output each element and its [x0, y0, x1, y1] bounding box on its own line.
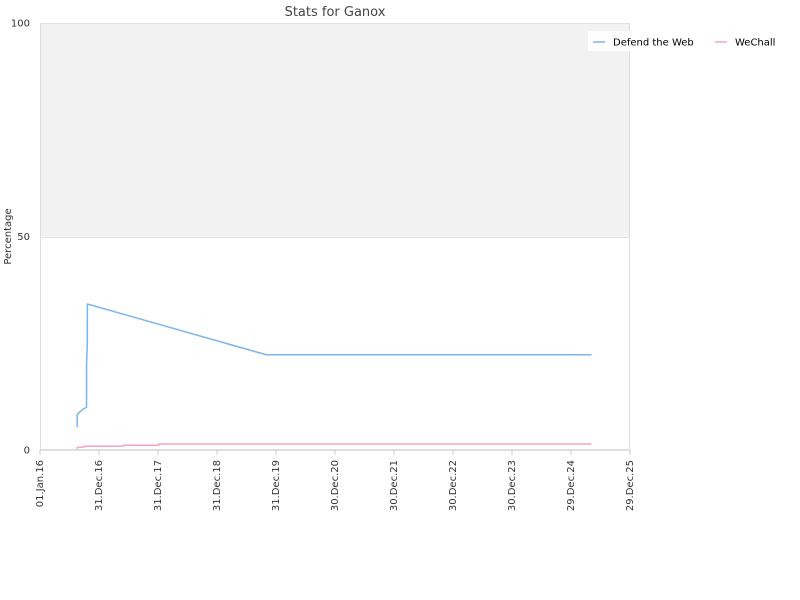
legend-item[interactable]: WeChall [715, 38, 775, 49]
x-tick-label: 31.Dec.17 [153, 460, 164, 511]
y-tick-label: 100 [11, 19, 30, 30]
x-tick-label: 29.Dec.25 [625, 460, 636, 511]
legend-label: Defend the Web [613, 38, 694, 49]
x-tick-label: 30.Dec.21 [389, 460, 400, 511]
legend-item[interactable]: Defend the Web [593, 38, 694, 49]
y-tick-label: 50 [17, 232, 30, 243]
series-layer [76, 303, 592, 450]
plot-band [40, 23, 630, 237]
x-tick-label: 30.Dec.20 [330, 460, 341, 511]
plot-background [40, 23, 630, 450]
series-line-2 [76, 443, 592, 450]
x-tick-label: 31.Dec.16 [94, 460, 105, 511]
legend[interactable]: Defend the Web WeChall [588, 31, 788, 51]
x-axis-ticks: 01.Jan.16 31.Dec.16 31.Dec.17 31.Dec.18 31.D… [35, 450, 636, 511]
x-tick-label: 30.Dec.23 [507, 460, 518, 511]
chart-title: Stats for Ganox [285, 5, 386, 20]
series-line-1 [76, 303, 592, 428]
y-tick-label: 0 [24, 446, 30, 457]
x-tick-label: 31.Dec.18 [212, 460, 223, 511]
y-axis-label: Percentage [3, 208, 14, 264]
x-tick-label: 29.Dec.24 [566, 460, 577, 511]
x-tick-label: 01.Jan.16 [35, 460, 46, 507]
x-tick-label: 31.Dec.19 [271, 460, 282, 511]
legend-label: WeChall [735, 38, 775, 49]
legend-background [588, 31, 788, 51]
x-tick-label: 30.Dec.22 [448, 460, 459, 511]
y-axis-ticks: 0 50 100 [11, 19, 30, 457]
